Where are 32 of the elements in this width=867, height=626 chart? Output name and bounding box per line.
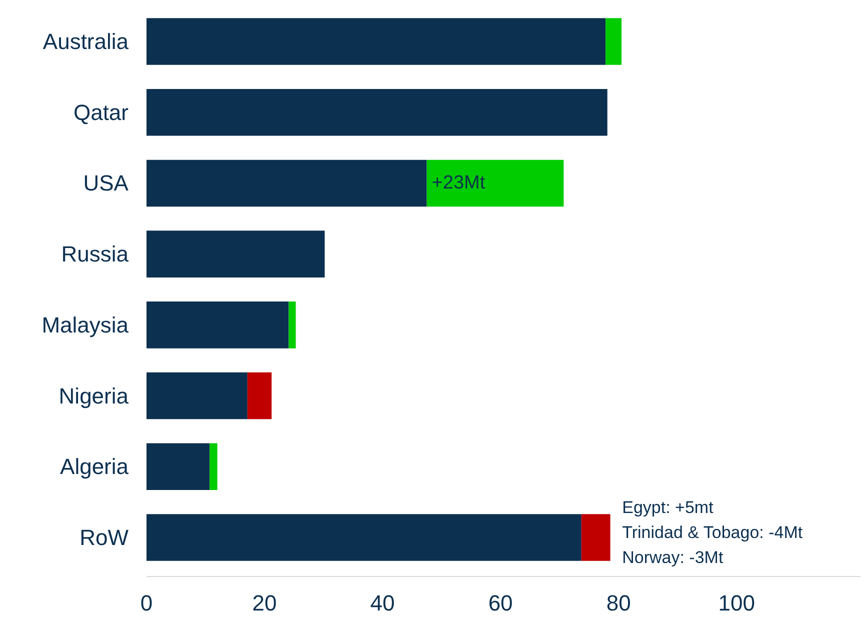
- bar: [247, 372, 272, 420]
- bar: [146, 18, 606, 65]
- bar: [146, 514, 582, 561]
- bar: [146, 302, 289, 348]
- y-tick-label: Nigeria: [58, 383, 130, 408]
- y-tick-label: Malaysia: [42, 312, 130, 338]
- y-tick-label: USA: [83, 170, 129, 196]
- x-tick-label: 0: [140, 590, 153, 616]
- bar: [146, 230, 325, 278]
- bar: [146, 443, 210, 490]
- x-tick-label: 80: [606, 590, 631, 616]
- bar: [606, 18, 622, 65]
- x-tick-label: 100: [718, 590, 755, 616]
- y-tick-label: RoW: [80, 525, 129, 550]
- bar: [210, 443, 218, 490]
- bar: [146, 372, 248, 420]
- annotation: +23Mt: [432, 172, 486, 194]
- bar: [426, 160, 564, 207]
- annotation: Egypt: +5mt: [622, 498, 714, 518]
- y-tick-label: Qatar: [73, 100, 129, 125]
- y-tick-label: Algeria: [60, 454, 130, 480]
- annotation: Norway: -3Mt: [622, 548, 724, 568]
- bar: [146, 160, 427, 207]
- bar: [146, 88, 608, 136]
- x-tick-label: 20: [252, 590, 277, 616]
- bar: [581, 514, 610, 561]
- x-tick-label: 40: [370, 590, 395, 616]
- y-tick-label: Russia: [61, 242, 130, 267]
- y-tick-label: Australia: [42, 28, 130, 54]
- bar: [288, 302, 296, 348]
- annotation: Trinidad & Tobago: -4Mt: [622, 523, 803, 542]
- x-tick-label: 60: [488, 590, 513, 616]
